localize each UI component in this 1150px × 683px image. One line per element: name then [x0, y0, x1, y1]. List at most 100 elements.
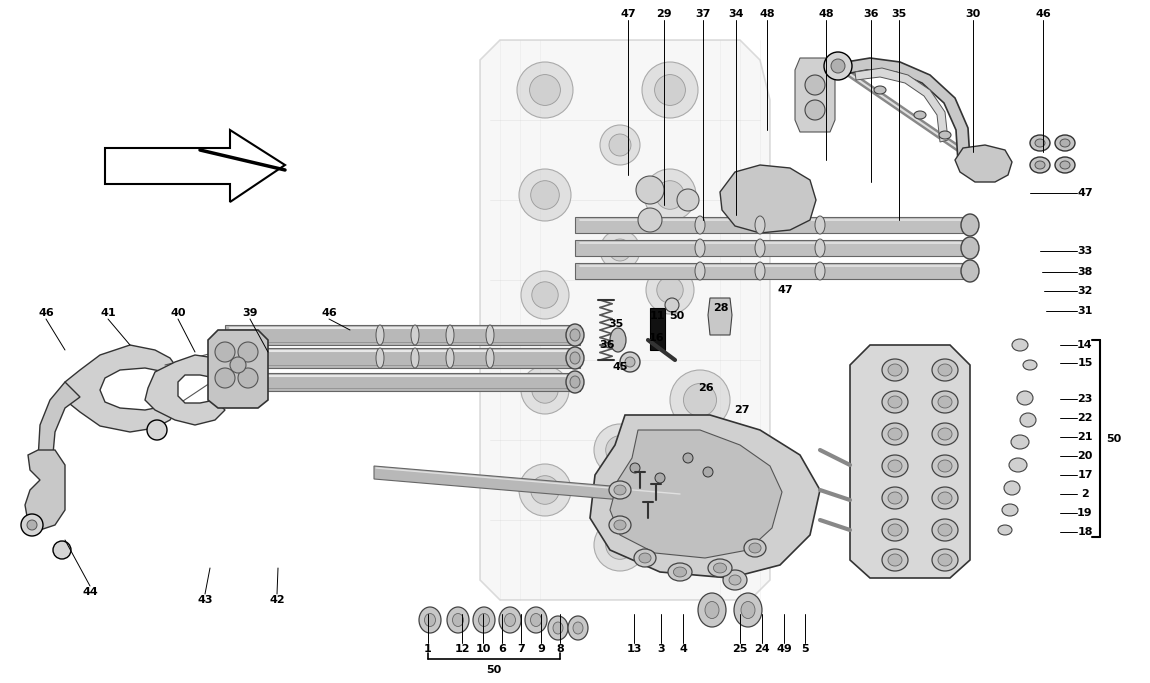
- Ellipse shape: [695, 239, 705, 257]
- Circle shape: [519, 169, 572, 221]
- Circle shape: [521, 271, 569, 319]
- Ellipse shape: [932, 549, 958, 571]
- Ellipse shape: [446, 325, 454, 345]
- Circle shape: [215, 368, 235, 388]
- Ellipse shape: [998, 525, 1012, 535]
- Ellipse shape: [553, 622, 564, 634]
- Ellipse shape: [749, 543, 761, 553]
- Ellipse shape: [938, 396, 952, 408]
- Circle shape: [238, 342, 258, 362]
- Ellipse shape: [614, 520, 626, 530]
- Ellipse shape: [713, 563, 727, 573]
- Ellipse shape: [473, 607, 494, 633]
- Text: 36: 36: [599, 340, 615, 350]
- Text: 6: 6: [498, 644, 506, 654]
- Ellipse shape: [499, 607, 521, 633]
- Polygon shape: [374, 466, 682, 505]
- Ellipse shape: [411, 325, 419, 345]
- Ellipse shape: [961, 260, 979, 282]
- Ellipse shape: [566, 371, 584, 393]
- Ellipse shape: [1004, 481, 1020, 495]
- Circle shape: [21, 514, 43, 536]
- Ellipse shape: [1060, 161, 1070, 169]
- Polygon shape: [66, 345, 175, 432]
- Ellipse shape: [938, 554, 952, 566]
- Circle shape: [677, 189, 699, 211]
- Polygon shape: [208, 330, 268, 408]
- Ellipse shape: [882, 455, 909, 477]
- Ellipse shape: [874, 86, 886, 94]
- Circle shape: [636, 176, 664, 204]
- Circle shape: [531, 377, 558, 403]
- Ellipse shape: [549, 616, 568, 640]
- Circle shape: [670, 480, 730, 540]
- Ellipse shape: [1020, 413, 1036, 427]
- Circle shape: [606, 531, 635, 559]
- Ellipse shape: [932, 455, 958, 477]
- Circle shape: [642, 62, 698, 118]
- Ellipse shape: [486, 325, 494, 345]
- Text: 45: 45: [612, 362, 628, 372]
- Circle shape: [595, 519, 646, 571]
- Circle shape: [600, 230, 641, 270]
- Text: 31: 31: [1078, 306, 1092, 316]
- Text: 13: 13: [627, 644, 642, 654]
- Ellipse shape: [938, 460, 952, 472]
- Text: 28: 28: [713, 303, 729, 313]
- Ellipse shape: [1011, 435, 1029, 449]
- Text: 35: 35: [891, 9, 906, 19]
- Ellipse shape: [744, 539, 766, 557]
- Circle shape: [656, 181, 684, 209]
- Circle shape: [644, 169, 696, 221]
- Text: 20: 20: [1078, 451, 1092, 461]
- Circle shape: [703, 467, 713, 477]
- Ellipse shape: [1030, 157, 1050, 173]
- Ellipse shape: [756, 239, 765, 257]
- Text: 37: 37: [696, 9, 711, 19]
- Circle shape: [805, 75, 825, 95]
- Ellipse shape: [1002, 504, 1018, 516]
- Ellipse shape: [573, 622, 583, 634]
- Ellipse shape: [815, 239, 825, 257]
- Ellipse shape: [815, 216, 825, 234]
- Ellipse shape: [882, 391, 909, 413]
- Ellipse shape: [1009, 458, 1027, 472]
- Polygon shape: [575, 217, 969, 233]
- Ellipse shape: [505, 613, 515, 626]
- Circle shape: [53, 541, 71, 559]
- Text: 21: 21: [1078, 432, 1092, 442]
- Text: 39: 39: [243, 308, 258, 318]
- Circle shape: [683, 494, 716, 527]
- Ellipse shape: [668, 563, 692, 581]
- Ellipse shape: [566, 347, 584, 369]
- Circle shape: [530, 74, 560, 105]
- Ellipse shape: [888, 554, 902, 566]
- Text: 34: 34: [728, 9, 744, 19]
- Text: 9: 9: [537, 644, 545, 654]
- Ellipse shape: [741, 602, 756, 619]
- Ellipse shape: [888, 364, 902, 376]
- Ellipse shape: [882, 549, 909, 571]
- Ellipse shape: [698, 593, 726, 627]
- Ellipse shape: [447, 607, 469, 633]
- Text: 47: 47: [777, 285, 792, 295]
- Ellipse shape: [411, 348, 419, 368]
- Ellipse shape: [568, 616, 588, 640]
- Text: 23: 23: [1078, 394, 1092, 404]
- Text: 15: 15: [1078, 358, 1092, 368]
- Ellipse shape: [932, 391, 958, 413]
- Ellipse shape: [1024, 360, 1037, 370]
- Text: 50: 50: [1106, 434, 1121, 443]
- Ellipse shape: [1055, 157, 1075, 173]
- Ellipse shape: [961, 237, 979, 259]
- Circle shape: [610, 134, 631, 156]
- Text: 8: 8: [557, 644, 564, 654]
- Text: 38: 38: [1078, 267, 1092, 277]
- Text: 10: 10: [475, 644, 491, 654]
- Circle shape: [683, 453, 693, 463]
- Ellipse shape: [705, 602, 719, 619]
- Circle shape: [610, 239, 631, 261]
- Text: 26: 26: [698, 383, 714, 393]
- Circle shape: [238, 368, 258, 388]
- Polygon shape: [840, 58, 969, 162]
